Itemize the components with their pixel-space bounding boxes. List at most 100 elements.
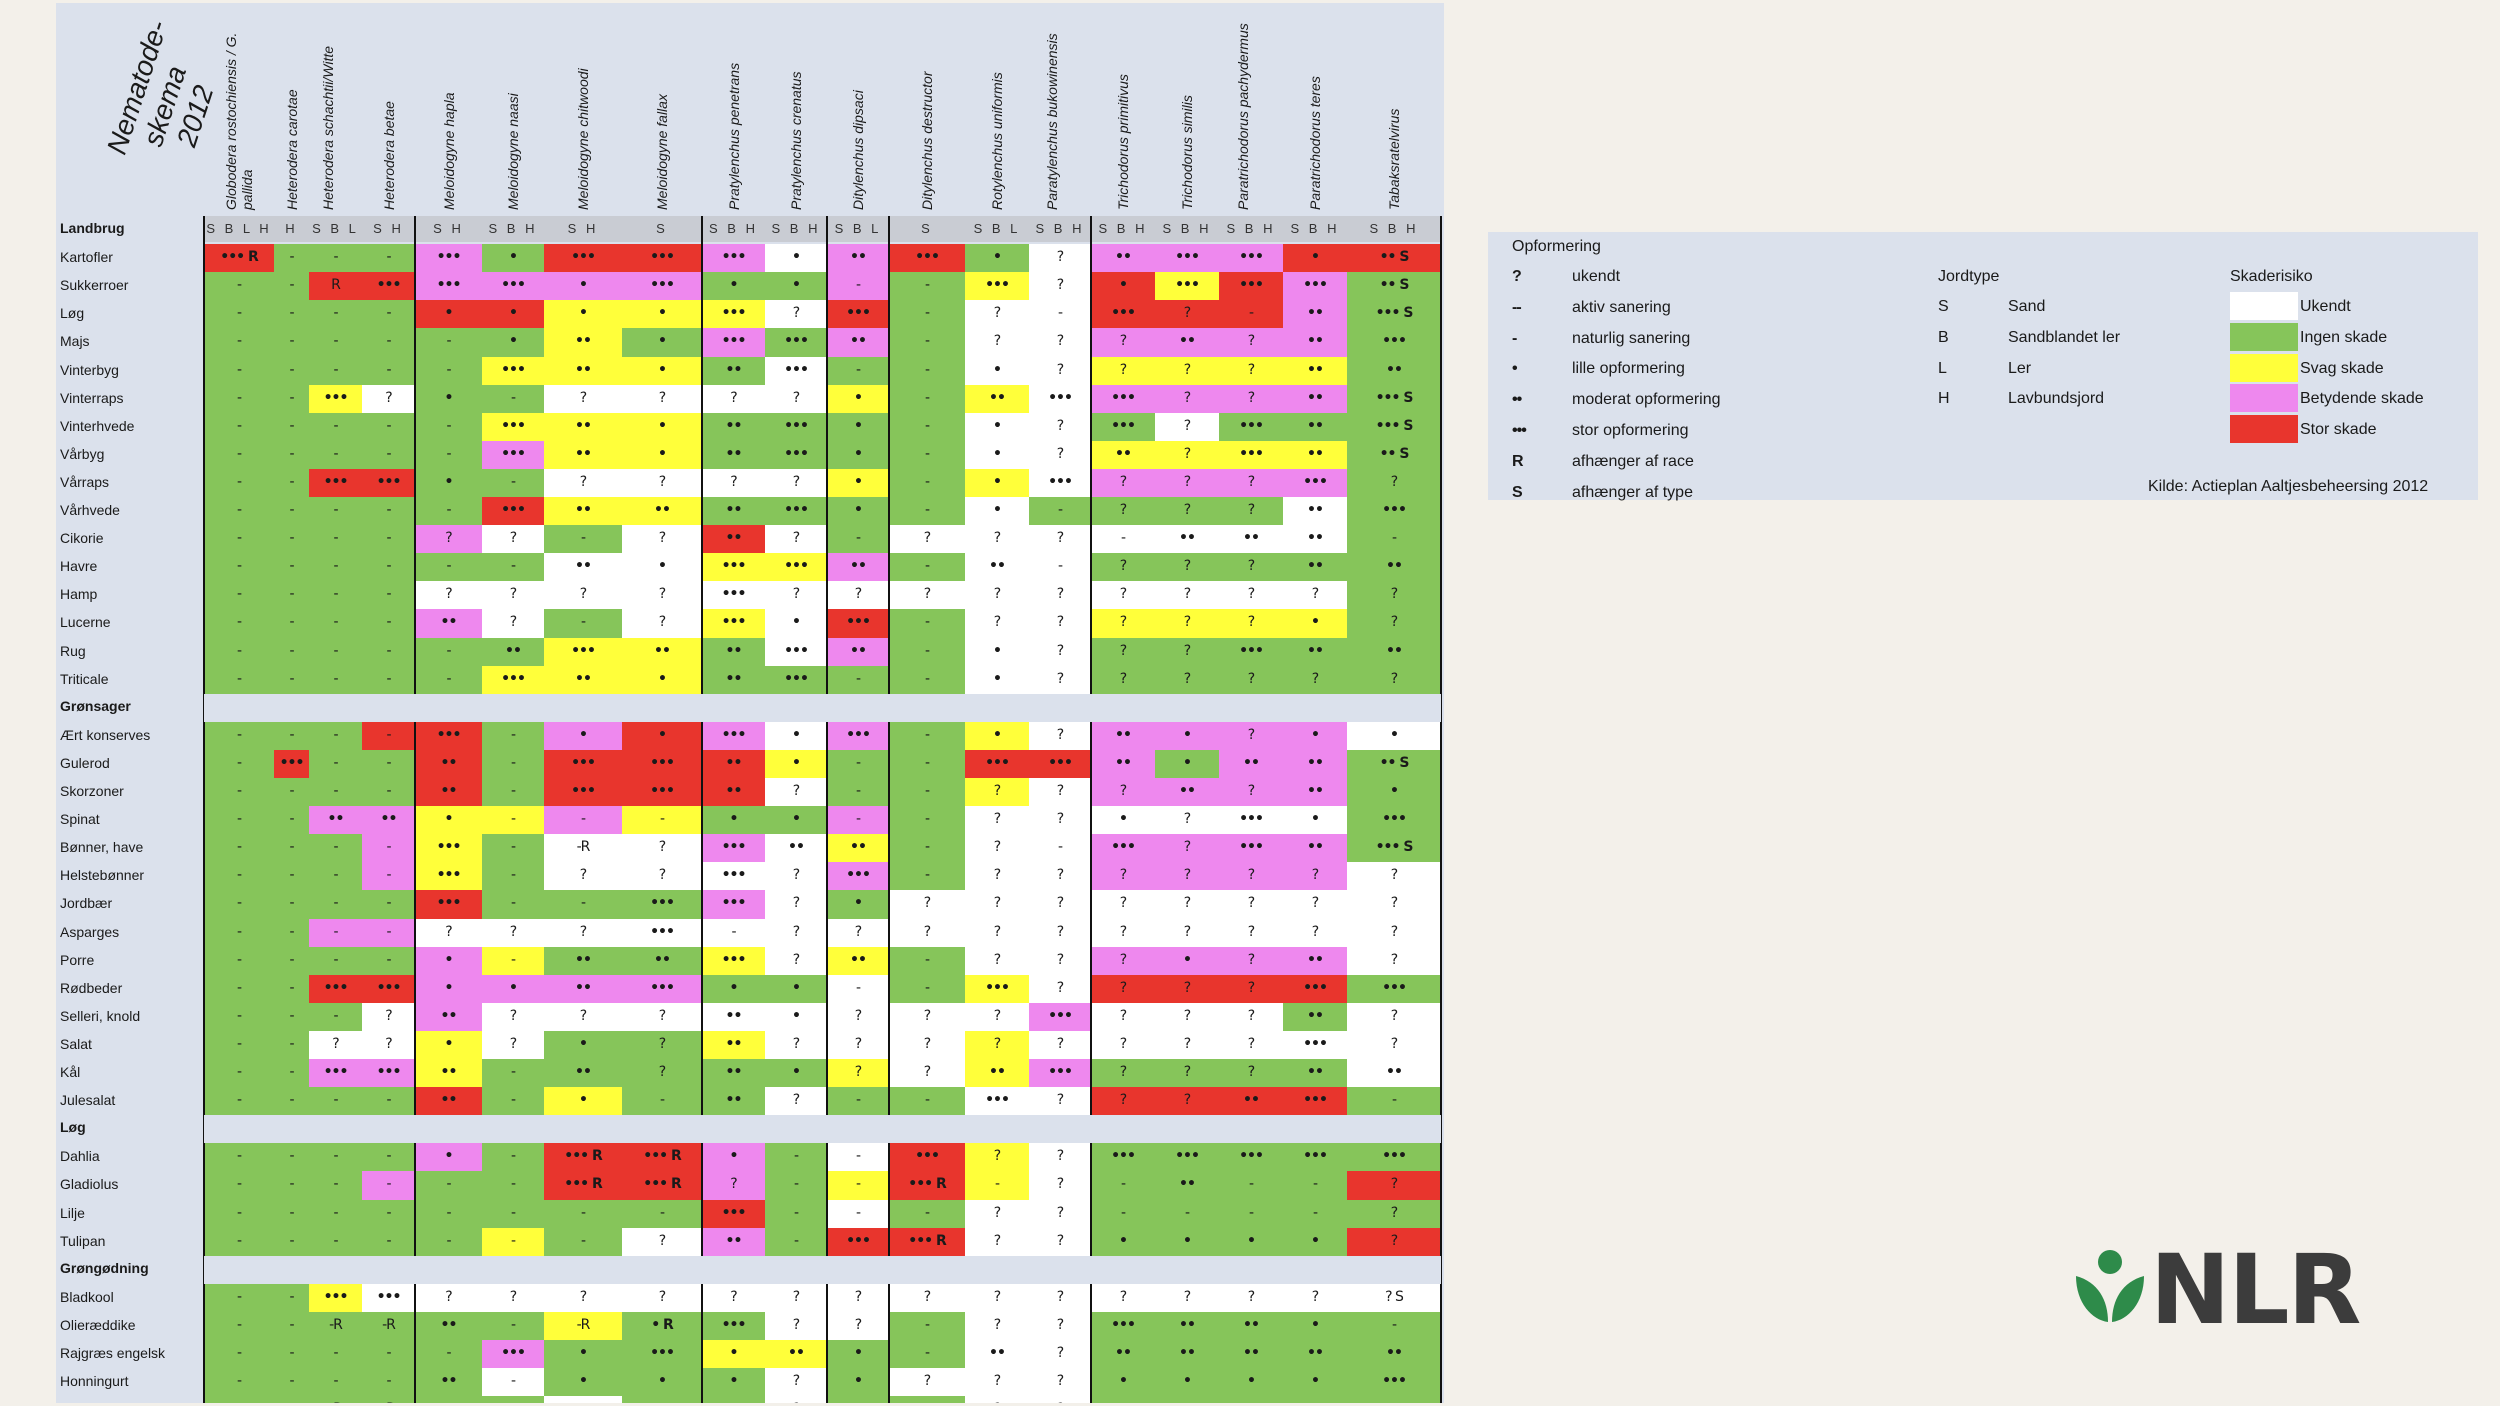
matrix-cell: • — [827, 1340, 889, 1369]
matrix-cell: ••• — [482, 1340, 544, 1369]
matrix-cell: - — [274, 1087, 309, 1116]
matrix-cell: ? — [1029, 890, 1091, 919]
matrix-cell: - — [204, 834, 274, 863]
matrix-cell: - — [274, 272, 309, 301]
matrix-cell: •• — [622, 1396, 702, 1403]
row-label: Vårhvede — [60, 502, 120, 518]
matrix-cell: ? — [1029, 918, 1091, 948]
matrix-cell: •• — [362, 806, 415, 835]
matrix-cell: • — [544, 721, 622, 751]
nematode-matrix: Nematode-skema 2012 Globodera rostochien… — [56, 3, 1444, 1403]
matrix-cell: ••• — [362, 1059, 415, 1088]
matrix-cell: ••• — [1283, 1030, 1347, 1060]
matrix-cell: - — [362, 721, 415, 751]
matrix-cell: • — [827, 1396, 889, 1403]
matrix-cell: - — [274, 862, 309, 891]
matrix-cell: -R — [544, 834, 622, 863]
matrix-cell: •• — [702, 1059, 765, 1088]
matrix-cell: -R — [544, 1311, 622, 1341]
matrix-cell: • — [1091, 272, 1155, 301]
matrix-cell: - — [204, 1030, 274, 1060]
matrix-cell: •• — [622, 946, 702, 976]
matrix-cell: • — [827, 497, 889, 526]
matrix-cell: ? — [1029, 665, 1091, 695]
matrix-cell: ? — [1219, 721, 1283, 751]
matrix-cell: ••• — [622, 974, 702, 1004]
soil-code-7: S H — [544, 216, 622, 242]
soil-code-4: S H — [362, 216, 415, 242]
matrix-cell: - — [362, 637, 415, 667]
matrix-cell: ? — [415, 581, 482, 610]
matrix-cell: ? — [1091, 328, 1155, 357]
matrix-cell: •• — [827, 328, 889, 357]
matrix-cell: ••• — [827, 1227, 889, 1257]
matrix-cell: - — [309, 1340, 362, 1369]
matrix-cell: •• — [1091, 721, 1155, 751]
matrix-cell: •• — [1219, 1087, 1283, 1116]
matrix-cell: ? — [965, 862, 1029, 891]
matrix-cell: ? — [965, 918, 1029, 948]
matrix-cell: •• — [1283, 497, 1347, 526]
matrix-cell: ? — [1155, 497, 1219, 526]
matrix-cell: ••• — [1219, 806, 1283, 835]
soil-code-12: S — [889, 216, 965, 242]
matrix-cell: ? — [1091, 356, 1155, 386]
matrix-cell: ••• — [1219, 440, 1283, 470]
matrix-cell: ? — [1029, 806, 1091, 835]
matrix-cell: - — [889, 609, 965, 638]
matrix-cell: ? — [362, 1002, 415, 1032]
matrix-cell: ••• — [482, 440, 544, 470]
matrix-cell: ••• R — [544, 1143, 622, 1172]
matrix-cell: ••• — [1029, 1002, 1091, 1032]
matrix-cell: • — [622, 328, 702, 357]
matrix-cell: ? — [1219, 356, 1283, 386]
matrix-cell: ? — [765, 890, 827, 919]
matrix-cell: •• — [1155, 1396, 1219, 1403]
matrix-cell: ? — [1029, 946, 1091, 976]
matrix-cell: - — [309, 918, 362, 948]
matrix-cell: - — [482, 946, 544, 976]
matrix-cell: •• — [415, 778, 482, 807]
matrix-cell: • — [1219, 1227, 1283, 1257]
row-label: Selleri, knold — [60, 1007, 141, 1024]
matrix-cell: - — [309, 609, 362, 638]
matrix-cell: - — [204, 328, 274, 357]
matrix-cell: - — [204, 1171, 274, 1200]
matrix-cell: - — [274, 384, 309, 414]
matrix-cell: ? — [765, 946, 827, 976]
matrix-cell: • — [622, 665, 702, 695]
matrix-cell: • — [1155, 749, 1219, 779]
matrix-cell: ? — [1283, 581, 1347, 610]
matrix-cell: •• — [702, 778, 765, 807]
matrix-cell: ? — [1219, 974, 1283, 1004]
matrix-cell: ? — [622, 1059, 702, 1088]
matrix-cell: ? — [965, 778, 1029, 807]
matrix-cell: - — [362, 778, 415, 807]
matrix-cell: ? — [1347, 918, 1441, 948]
matrix-cell: ? — [1219, 946, 1283, 976]
matrix-cell: ? — [702, 1171, 765, 1200]
matrix-cell: ••• R — [204, 244, 274, 273]
matrix-cell: - — [544, 806, 622, 835]
risk-swatch — [2230, 292, 2298, 320]
matrix-cell: - — [1219, 1171, 1283, 1200]
matrix-cell: - — [204, 581, 274, 610]
matrix-cell: - — [204, 468, 274, 498]
matrix-cell: - — [274, 1059, 309, 1088]
matrix-cell: • — [1347, 721, 1441, 751]
matrix-cell: - — [362, 862, 415, 891]
row-label: Cikorie — [60, 530, 104, 547]
matrix-cell: • — [1283, 1368, 1347, 1397]
matrix-cell: •• — [965, 1059, 1029, 1088]
matrix-cell: - — [274, 1283, 309, 1313]
matrix-cell: - — [482, 749, 544, 779]
matrix-cell: - — [274, 1396, 309, 1403]
matrix-cell: - — [309, 1227, 362, 1257]
row-label: Vinterbyg — [60, 361, 119, 378]
matrix-cell: ••• R — [889, 1227, 965, 1257]
matrix-cell: • — [965, 356, 1029, 386]
soil-code-3: S B L H — [309, 216, 362, 262]
matrix-cell: - — [274, 974, 309, 1004]
matrix-cell: - — [362, 356, 415, 386]
matrix-cell: ? — [1219, 890, 1283, 919]
